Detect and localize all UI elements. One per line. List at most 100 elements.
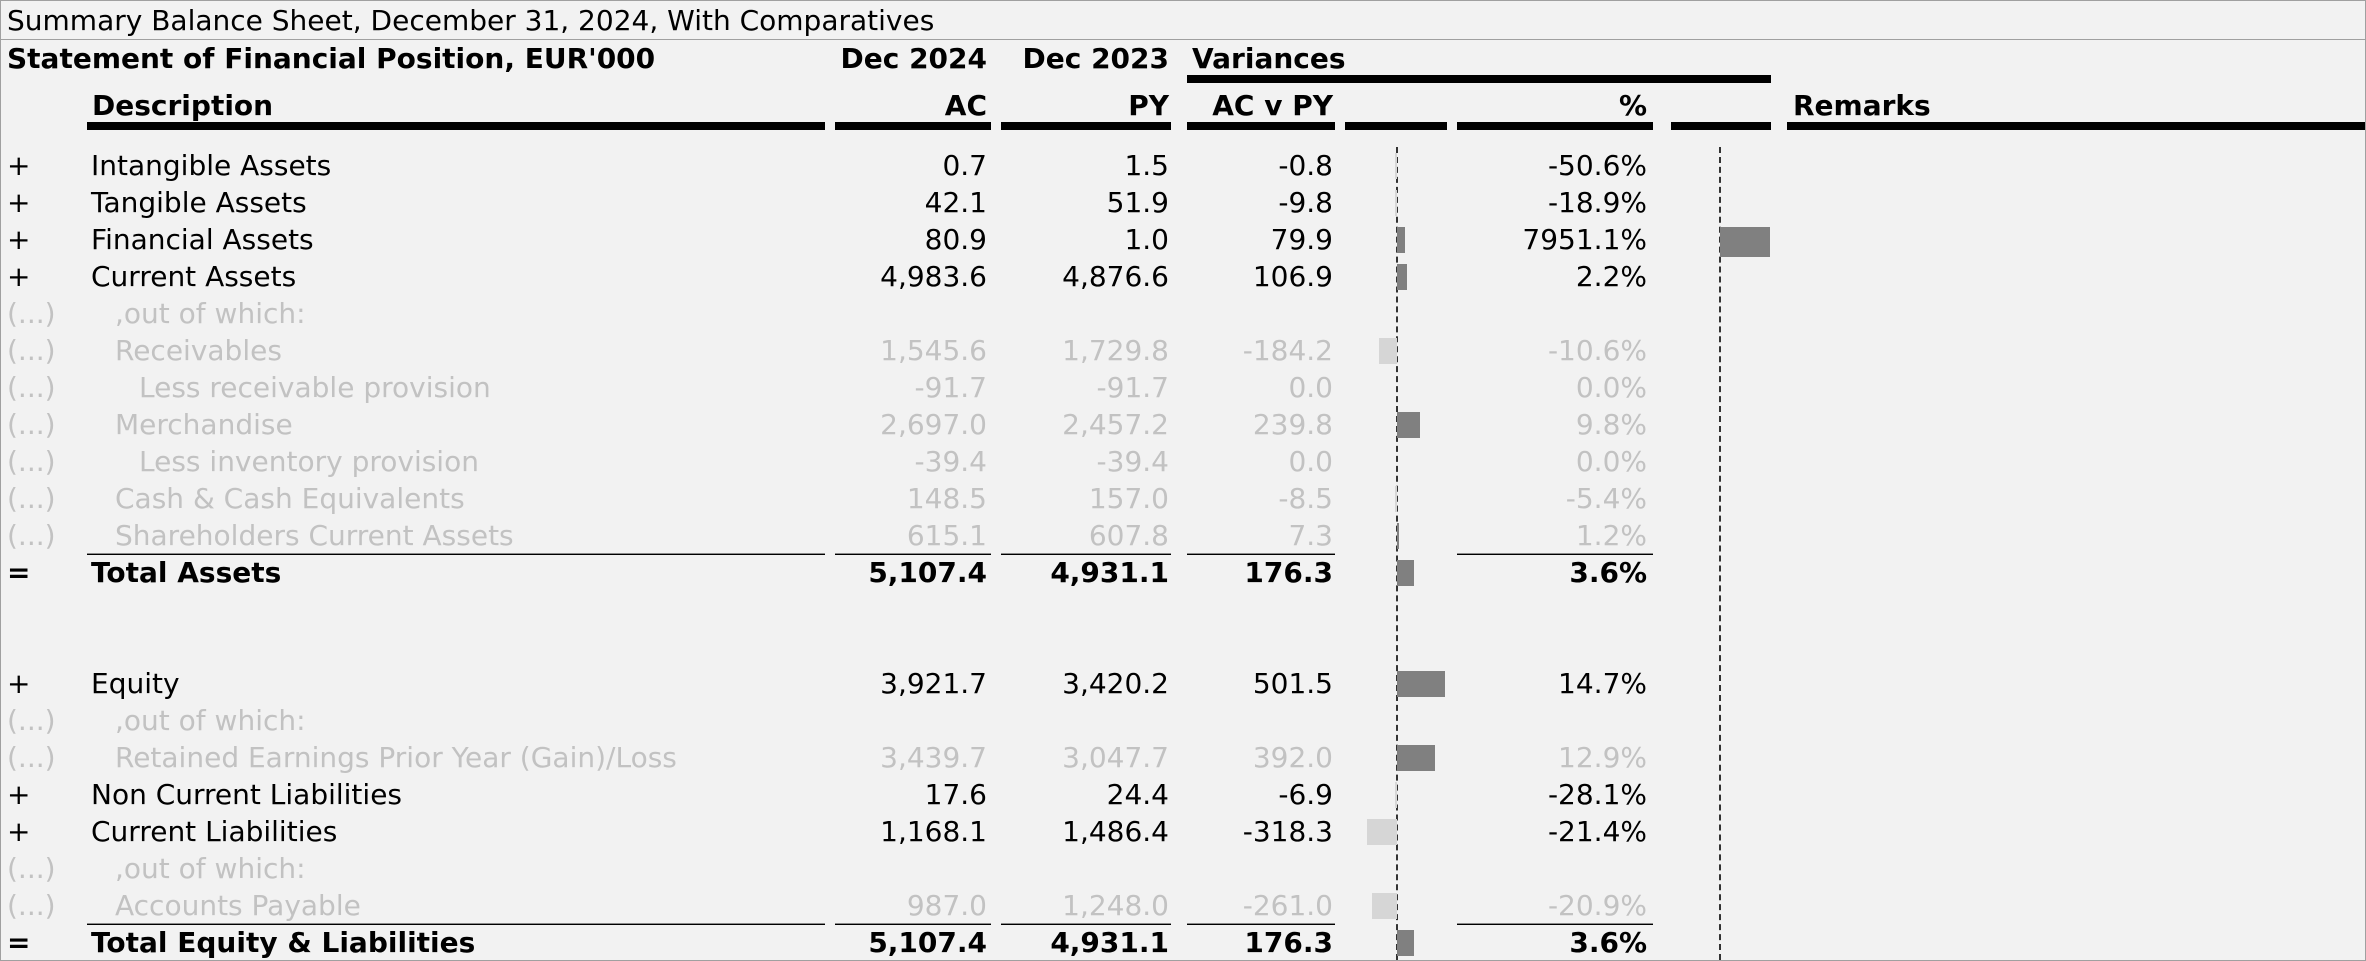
subtotal-underline — [1187, 923, 1335, 924]
col-ac: AC — [944, 89, 987, 122]
row-sign: = — [7, 556, 31, 589]
row-percent: 14.7% — [1558, 667, 1647, 700]
row-label: Tangible Assets — [91, 186, 307, 219]
subtotal-underline — [1457, 553, 1653, 554]
variance-bar — [1395, 190, 1397, 216]
header-bar-py — [1001, 122, 1171, 130]
row-ac — [821, 703, 987, 739]
header-bar-remarks — [1787, 122, 2365, 130]
row-variance: 239.8 — [1252, 408, 1333, 441]
row-label: ,out of which: — [115, 704, 306, 737]
report-title: Summary Balance Sheet, December 31, 2024… — [7, 4, 935, 37]
subtotal-underline — [87, 923, 825, 924]
row-percent: 2.2% — [1575, 260, 1647, 293]
row-percent: 3.6% — [1569, 926, 1647, 959]
row-sign: (...) — [7, 297, 56, 330]
row-variance: 0.0 — [1288, 445, 1333, 478]
row-label: Total Equity & Liabilities — [91, 926, 476, 959]
row-percent — [1457, 851, 1647, 887]
row-ac: 80.9 — [924, 223, 987, 256]
row-sign: + — [7, 815, 31, 848]
row-label: ,out of which: — [115, 852, 306, 885]
row-percent: -18.9% — [1547, 186, 1647, 219]
header-bar-pct-chart — [1671, 122, 1771, 130]
row-sign: + — [7, 778, 31, 811]
row-variance: 79.9 — [1270, 223, 1333, 256]
row-ac: 0.7 — [942, 149, 987, 182]
row-py: 157.0 — [1088, 482, 1169, 515]
row-ac: 3,921.7 — [880, 667, 987, 700]
variance-bar — [1395, 782, 1397, 808]
variance-bar — [1367, 819, 1397, 845]
total-overline — [1001, 924, 1171, 925]
row-sign: (...) — [7, 482, 56, 515]
row-py: 607.8 — [1088, 519, 1169, 552]
row-sign: (...) — [7, 334, 56, 367]
row-ac — [821, 851, 987, 887]
header-bar-var-chart — [1345, 122, 1447, 130]
row-py: 3,420.2 — [1062, 667, 1169, 700]
variance-bar — [1397, 523, 1399, 549]
row-ac: 615.1 — [906, 519, 987, 552]
percent-bar — [1720, 227, 1770, 257]
row-sign: (...) — [7, 408, 56, 441]
variances-header: Variances — [1192, 42, 1346, 75]
row-sign: (...) — [7, 741, 56, 774]
variance-bar — [1379, 338, 1397, 364]
row-variance: -9.8 — [1278, 186, 1333, 219]
row-py: 1,729.8 — [1062, 334, 1169, 367]
header-bar-pct — [1457, 122, 1653, 130]
col-py-period: Dec 2023 — [1022, 42, 1169, 75]
row-label: Receivables — [115, 334, 282, 367]
row-variance: -0.8 — [1278, 149, 1333, 182]
subtotal-underline — [835, 923, 991, 924]
row-label: Total Assets — [91, 556, 282, 589]
subtotal-underline — [835, 553, 991, 554]
row-ac: 987.0 — [906, 889, 987, 922]
subtotal-underline — [1001, 553, 1171, 554]
subtotal-underline — [1001, 923, 1171, 924]
variance-bar — [1397, 412, 1420, 438]
row-py: 4,931.1 — [1050, 926, 1169, 959]
row-ac: 1,168.1 — [880, 815, 987, 848]
row-py — [1001, 296, 1169, 332]
row-sign: + — [7, 260, 31, 293]
row-ac: 148.5 — [906, 482, 987, 515]
total-overline — [1457, 924, 1653, 925]
row-py: 2,457.2 — [1062, 408, 1169, 441]
row-sign: (...) — [7, 519, 56, 552]
percent-axis — [1719, 147, 1721, 960]
row-label: Intangible Assets — [91, 149, 332, 182]
col-py: PY — [1128, 89, 1169, 122]
total-overline — [835, 924, 991, 925]
variances-header-bar — [1187, 75, 1771, 83]
row-label: Cash & Cash Equivalents — [115, 482, 465, 515]
total-overline — [87, 554, 825, 555]
variance-bar — [1397, 745, 1435, 771]
row-percent: 12.9% — [1558, 741, 1647, 774]
row-variance — [1187, 703, 1333, 739]
subtotal-underline — [1457, 923, 1653, 924]
row-ac: 4,983.6 — [880, 260, 987, 293]
row-percent: 0.0% — [1575, 371, 1647, 404]
title-separator — [1, 39, 2365, 40]
row-variance: 106.9 — [1252, 260, 1333, 293]
row-label: Shareholders Current Assets — [115, 519, 514, 552]
row-variance: 0.0 — [1288, 371, 1333, 404]
row-sign: + — [7, 149, 31, 182]
row-sign: (...) — [7, 445, 56, 478]
row-ac — [821, 296, 987, 332]
header-bar-acvpy — [1187, 122, 1335, 130]
total-overline — [87, 924, 825, 925]
variance-bar — [1395, 486, 1397, 512]
row-label: ,out of which: — [115, 297, 306, 330]
row-label: Non Current Liabilities — [91, 778, 403, 811]
row-py — [1001, 851, 1169, 887]
row-ac: 3,439.7 — [880, 741, 987, 774]
row-py — [1001, 703, 1169, 739]
row-percent: 0.0% — [1575, 445, 1647, 478]
row-py: 24.4 — [1106, 778, 1169, 811]
variance-axis — [1396, 147, 1398, 960]
total-overline — [1457, 554, 1653, 555]
header-bar-description — [87, 122, 825, 130]
